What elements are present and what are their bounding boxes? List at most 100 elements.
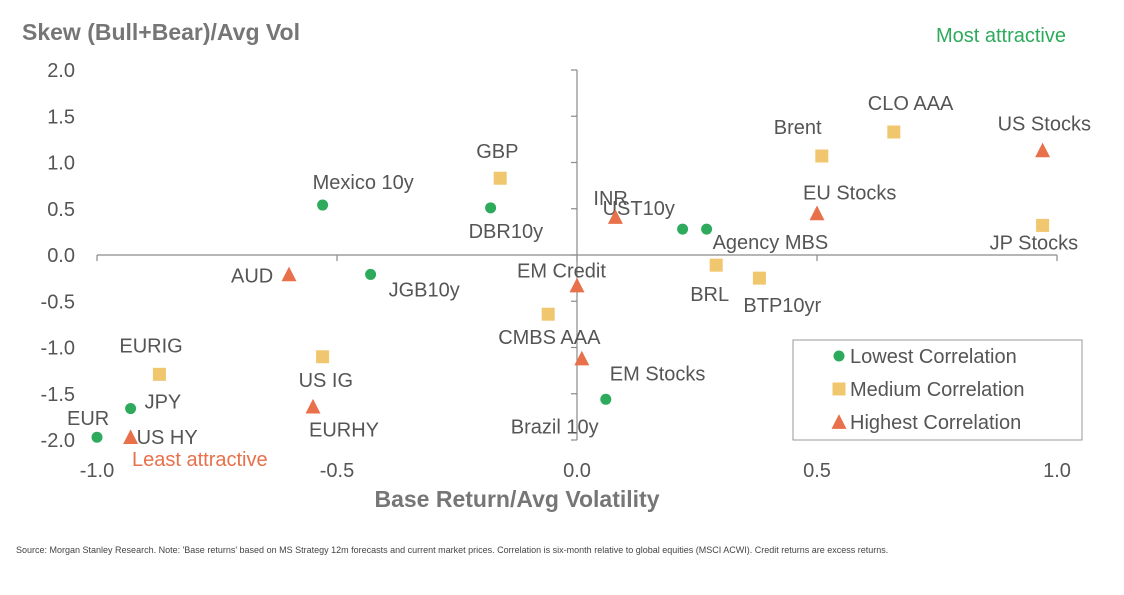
data-point: US HY xyxy=(123,427,198,449)
data-point: EU Stocks xyxy=(803,182,896,221)
point-label: CMBS AAA xyxy=(498,327,601,349)
point-label: JPY xyxy=(145,392,182,414)
legend-label: Lowest Correlation xyxy=(850,346,1017,368)
point-marker-square xyxy=(887,125,901,139)
legend-label: Medium Correlation xyxy=(850,379,1025,401)
legend-label: Highest Correlation xyxy=(850,412,1021,434)
data-point: EURHY xyxy=(305,398,379,442)
data-point: US IG xyxy=(299,350,353,392)
point-label: DBR10y xyxy=(469,221,543,243)
point-label: BTP10yr xyxy=(743,295,821,317)
annotation-most-attractive: Most attractive xyxy=(936,25,1066,47)
point-marker-triangle xyxy=(809,205,825,221)
y-tick-label: 0.0 xyxy=(47,245,75,267)
point-marker-square xyxy=(832,382,846,396)
axes xyxy=(96,69,1058,441)
x-tick-label: 0.5 xyxy=(803,460,831,482)
point-marker-circle xyxy=(677,223,689,235)
point-label: AUD xyxy=(231,265,273,287)
y-tick-label: 1.5 xyxy=(47,106,75,128)
x-tick-label: -1.0 xyxy=(80,460,114,482)
annotation-least-attractive: Least attractive xyxy=(132,449,268,471)
data-point: Brazil 10y xyxy=(511,393,612,438)
x-tick-label: 1.0 xyxy=(1043,460,1071,482)
point-marker-triangle xyxy=(574,350,590,366)
x-tick-label: -0.5 xyxy=(320,460,354,482)
point-label: EURIG xyxy=(119,335,182,357)
data-point: INR xyxy=(593,188,628,224)
point-label: Brent xyxy=(774,117,822,139)
data-point: CLO AAA xyxy=(868,93,954,139)
point-marker-circle xyxy=(365,268,377,280)
tick-labels: -1.0 -0.5 0.0 0.5 1.0 2.0 1.5 1.0 0.5 0.0 -0.5 -1.0… xyxy=(41,60,1071,482)
y-tick-label: -0.5 xyxy=(41,291,75,313)
point-marker-triangle xyxy=(281,266,297,282)
data-point: AUD xyxy=(231,265,297,287)
point-marker-circle xyxy=(91,431,103,443)
data-point: EURIG xyxy=(119,335,183,381)
data-point: CMBS AAA xyxy=(498,307,601,349)
point-marker-circle xyxy=(701,223,713,235)
point-marker-square xyxy=(541,307,555,321)
point-label: GBP xyxy=(476,141,518,163)
point-label: JP Stocks xyxy=(990,232,1079,254)
point-marker-square xyxy=(316,350,330,364)
legend-item: Lowest Correlation xyxy=(833,346,1017,368)
point-label: UST10y xyxy=(603,198,675,220)
point-marker-square xyxy=(815,149,829,163)
data-point: EM Stocks xyxy=(574,350,706,386)
data-point: JPY xyxy=(125,392,181,415)
data-point: Brent xyxy=(774,117,829,163)
point-label: US IG xyxy=(299,370,353,392)
point-label: Brazil 10y xyxy=(511,416,599,438)
point-label: US HY xyxy=(137,427,198,449)
point-marker-circle xyxy=(600,393,612,405)
point-label: EM Stocks xyxy=(610,364,706,386)
point-label: Agency MBS xyxy=(713,232,829,254)
data-point: Mexico 10y xyxy=(313,172,414,211)
point-label: EM Credit xyxy=(517,261,606,283)
data-point: GBP xyxy=(476,141,518,185)
point-label: EURHY xyxy=(309,420,379,442)
point-marker-triangle xyxy=(569,277,585,293)
legend-item: Medium Correlation xyxy=(832,379,1025,401)
data-point: BRL xyxy=(690,258,729,306)
point-marker-triangle xyxy=(305,398,321,414)
source-note: Source: Morgan Stanley Research. Note: '… xyxy=(16,545,889,555)
y-tick-label: -1.0 xyxy=(41,338,75,360)
point-marker-square xyxy=(1036,218,1050,232)
x-axis-title: Base Return/Avg Volatility xyxy=(374,486,659,512)
point-label: Mexico 10y xyxy=(313,172,414,194)
data-point: EUR xyxy=(67,408,109,443)
point-marker-square xyxy=(493,171,507,185)
point-label: EU Stocks xyxy=(803,182,896,204)
y-tick-label: -2.0 xyxy=(41,430,75,452)
y-tick-label: 1.0 xyxy=(47,153,75,175)
point-label: INR xyxy=(593,188,627,210)
point-marker-square xyxy=(752,271,766,285)
data-point: Agency MBS xyxy=(701,223,829,254)
data-points: Mexico 10y DBR10y UST10y Agency MBS JGB10y Br… xyxy=(67,93,1091,449)
data-point: US Stocks xyxy=(998,113,1091,158)
point-label: US Stocks xyxy=(998,113,1091,135)
point-marker-circle xyxy=(485,202,497,214)
point-marker-circle xyxy=(833,350,845,362)
data-point: EM Credit xyxy=(517,261,606,293)
data-point: DBR10y xyxy=(469,202,543,243)
y-axis-title: Skew (Bull+Bear)/Avg Vol xyxy=(22,19,300,45)
data-point: UST10y xyxy=(603,198,689,235)
data-point: JGB10y xyxy=(365,268,460,301)
data-point: JP Stocks xyxy=(990,218,1079,254)
point-marker-circle xyxy=(125,403,137,415)
point-marker-triangle xyxy=(123,429,139,445)
legend: Lowest Correlation Medium Correlation High… xyxy=(792,339,1083,441)
legend-item: Highest Correlation xyxy=(831,412,1021,434)
data-point: BTP10yr xyxy=(743,271,822,317)
point-marker-triangle xyxy=(1035,142,1051,158)
point-label: EUR xyxy=(67,408,109,430)
y-tick-label: 2.0 xyxy=(47,60,75,82)
point-marker-square xyxy=(152,367,166,381)
point-label: CLO AAA xyxy=(868,93,954,115)
point-label: BRL xyxy=(690,284,729,306)
